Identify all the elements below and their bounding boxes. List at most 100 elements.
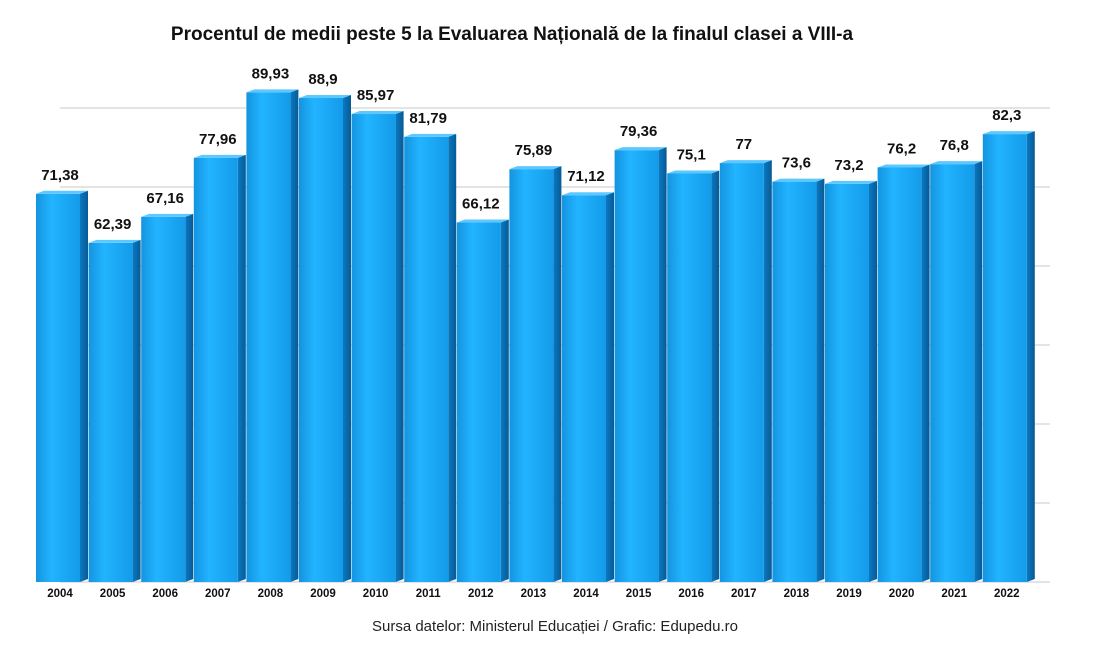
- value-label-2009: 88,9: [308, 71, 337, 88]
- bar-front: [36, 193, 80, 582]
- bar-top: [404, 133, 457, 137]
- value-label-2022: 82,3: [992, 107, 1021, 124]
- value-label-2020: 76,2: [887, 140, 916, 157]
- bar-top: [614, 147, 667, 151]
- bar-side: [1026, 131, 1035, 583]
- x-tick-2012: 2012: [468, 588, 494, 600]
- bar-2019: [825, 180, 877, 582]
- bar-2022: [982, 131, 1035, 583]
- value-label-2006: 67,16: [146, 190, 184, 207]
- bar-top: [88, 239, 141, 243]
- chart-title: Procentul de medii peste 5 la Evaluarea …: [170, 24, 854, 45]
- bar-top: [825, 180, 877, 184]
- bar-front: [509, 169, 554, 582]
- bar-side: [606, 192, 614, 582]
- bar-side: [869, 180, 877, 582]
- bar-front: [193, 157, 238, 582]
- x-tick-2022: 2022: [994, 588, 1020, 600]
- bar-top: [982, 131, 1035, 135]
- bar-top: [141, 213, 194, 217]
- value-label-2016: 75,1: [677, 146, 706, 163]
- x-tick-2009: 2009: [310, 588, 336, 600]
- source-note: Sursa datelor: Ministerul Educației / Gr…: [371, 618, 738, 635]
- x-tick-2019: 2019: [836, 588, 862, 600]
- bar-side: [500, 219, 509, 582]
- bar-2004: [36, 190, 88, 582]
- bar-2012: [456, 219, 509, 582]
- x-tick-2017: 2017: [731, 588, 757, 600]
- bar-front: [246, 92, 291, 583]
- bar-2008: [246, 89, 299, 583]
- value-labels: 71,38 62,39 67,16 77,96 89,93 88,9 85,97 81,79 6…: [41, 65, 1021, 233]
- x-tick-2016: 2016: [678, 588, 704, 600]
- value-label-2008: 89,93: [252, 65, 290, 82]
- x-tick-2004: 2004: [47, 588, 73, 600]
- x-axis-ticks: 2004 2005 2006 2007 2008 2009 2010 2011 2012 2013…: [47, 588, 1019, 600]
- bar-2006: [141, 213, 194, 582]
- value-label-2019: 73,2: [834, 157, 863, 174]
- bar-front: [825, 183, 869, 582]
- bar-side: [237, 154, 246, 582]
- bar-side: [711, 170, 720, 582]
- value-label-2014: 71,12: [567, 168, 605, 185]
- bar-top: [36, 190, 88, 194]
- x-tick-2010: 2010: [363, 588, 389, 600]
- bar-2020: [877, 164, 930, 582]
- bar-2013: [509, 166, 562, 582]
- bar-2005: [88, 239, 141, 582]
- bar-2021: [930, 161, 983, 582]
- bar-2010: [351, 111, 404, 582]
- bar-top: [193, 154, 246, 158]
- bar-top: [456, 219, 509, 223]
- bar-side: [448, 133, 457, 582]
- bar-front: [88, 242, 133, 582]
- bar-2015: [614, 147, 667, 582]
- value-label-2011: 81,79: [409, 110, 447, 127]
- bar-front: [667, 173, 712, 582]
- bar-front: [614, 150, 659, 582]
- bar-side: [763, 160, 772, 583]
- bar-front: [404, 136, 449, 582]
- bar-front: [930, 164, 975, 582]
- bar-top: [562, 192, 614, 196]
- bars: [36, 89, 1035, 583]
- bar-side: [343, 95, 351, 582]
- bar-2011: [404, 133, 457, 582]
- bar-2007: [193, 154, 246, 582]
- bar-top: [772, 178, 825, 182]
- bar-top: [667, 170, 720, 174]
- bar-front: [877, 167, 922, 582]
- bar-side: [132, 239, 141, 582]
- x-tick-2021: 2021: [941, 588, 967, 600]
- x-tick-2018: 2018: [784, 588, 810, 600]
- bar-front: [982, 134, 1027, 583]
- value-label-2017: 77: [735, 136, 752, 153]
- value-label-2021: 76,8: [940, 137, 969, 154]
- bar-front: [141, 216, 186, 582]
- value-label-2007: 77,96: [199, 131, 237, 148]
- bar-2017: [719, 160, 772, 583]
- bar-2014: [562, 192, 614, 582]
- x-tick-2014: 2014: [573, 588, 599, 600]
- bar-side: [395, 111, 404, 582]
- bar-side: [80, 190, 88, 582]
- x-tick-2020: 2020: [889, 588, 915, 600]
- bar-side: [921, 164, 930, 582]
- bar-side: [553, 166, 562, 582]
- bar-side: [974, 161, 983, 582]
- bar-2016: [667, 170, 720, 582]
- value-label-2012: 66,12: [462, 196, 500, 213]
- value-label-2013: 75,89: [515, 142, 553, 159]
- x-tick-2007: 2007: [205, 588, 231, 600]
- bar-top: [351, 111, 404, 115]
- bar-2018: [772, 178, 825, 583]
- x-tick-2006: 2006: [152, 588, 178, 600]
- bar-front: [719, 163, 764, 583]
- bar-front: [456, 222, 501, 582]
- value-label-2005: 62,39: [94, 216, 132, 233]
- bar-2009: [299, 95, 351, 582]
- value-label-2015: 79,36: [620, 123, 658, 140]
- bar-top: [509, 166, 562, 170]
- x-tick-2015: 2015: [626, 588, 652, 600]
- bar-top: [299, 95, 351, 99]
